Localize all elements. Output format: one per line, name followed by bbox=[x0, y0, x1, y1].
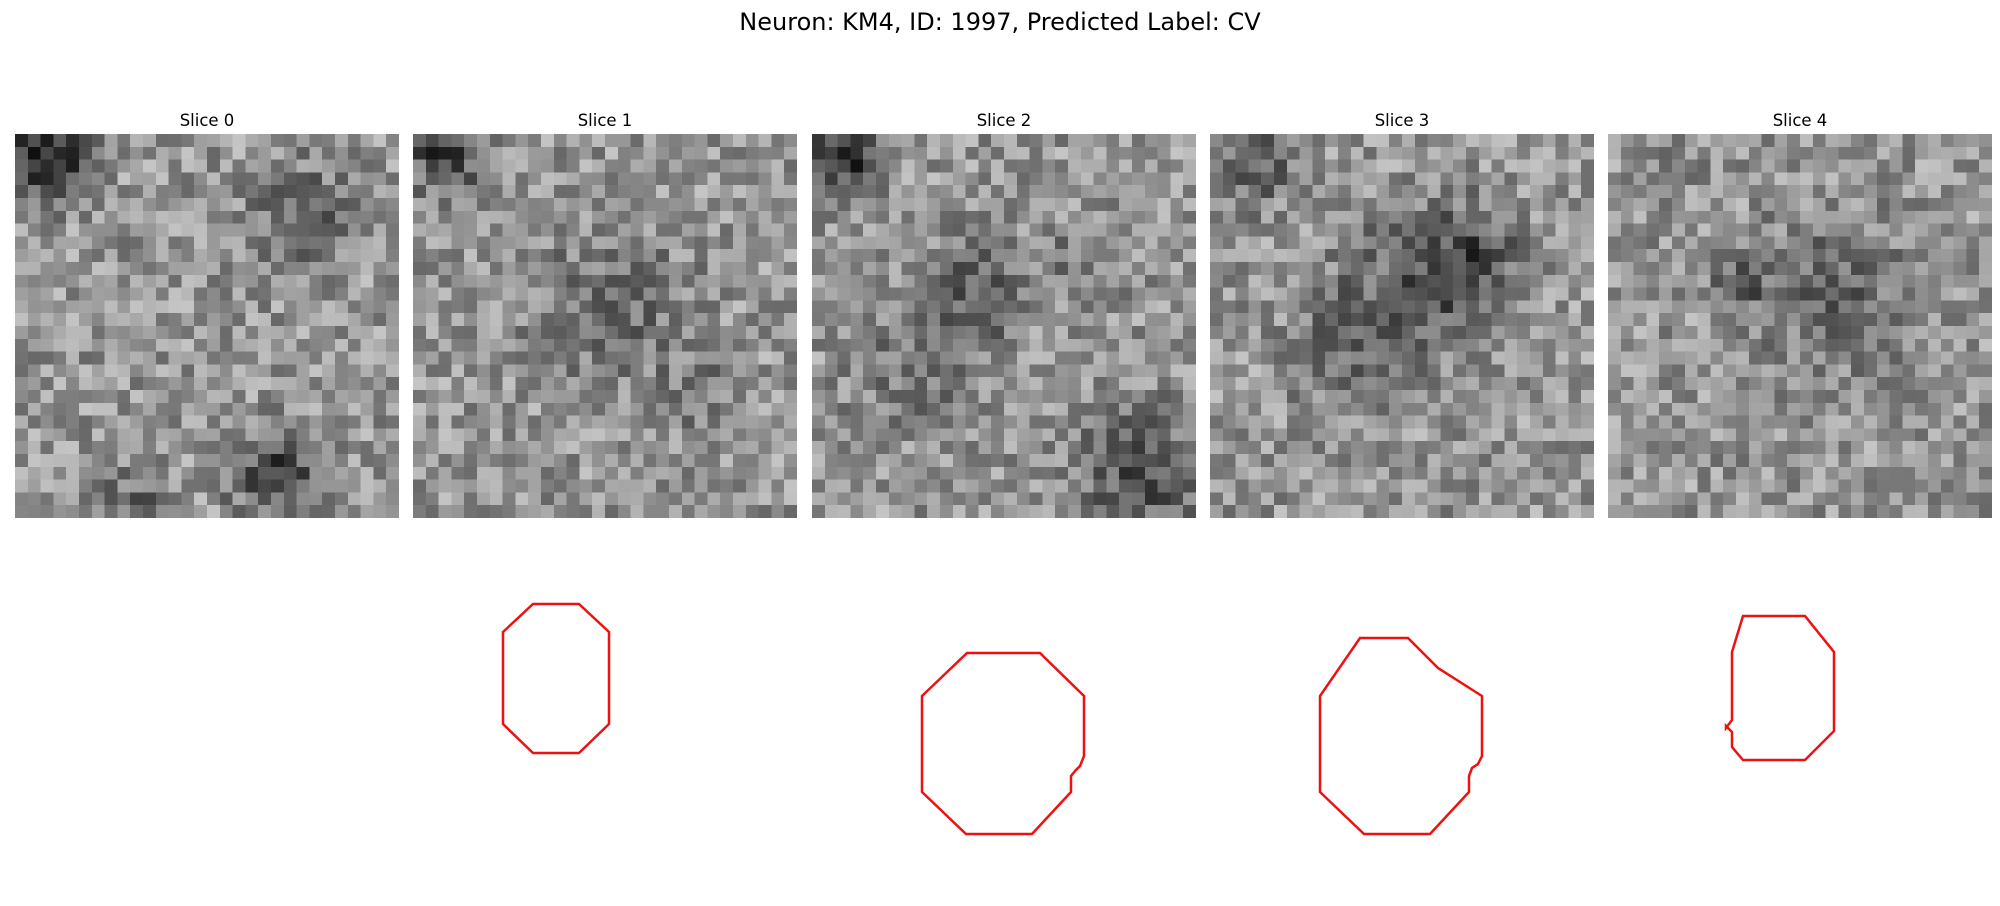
roi-contour bbox=[1724, 614, 1836, 762]
slice-title: Slice 4 bbox=[1772, 111, 1828, 130]
slice-image bbox=[413, 134, 797, 518]
slice-panel-0: Slice 0 bbox=[15, 108, 399, 518]
roi-contour bbox=[920, 651, 1086, 836]
roi-contour bbox=[1318, 636, 1484, 836]
slice-panel-4: Slice 4 bbox=[1608, 108, 1992, 906]
slice-panel-2: Slice 2 bbox=[812, 108, 1196, 906]
slice-title: Slice 1 bbox=[577, 111, 633, 130]
roi-contour bbox=[501, 602, 611, 755]
slice-title: Slice 3 bbox=[1374, 111, 1430, 130]
slice-panel-1: Slice 1 bbox=[413, 108, 797, 906]
slice-panel-3: Slice 3 bbox=[1210, 108, 1594, 906]
figure-title: Neuron: KM4, ID: 1997, Predicted Label: … bbox=[739, 8, 1261, 36]
slice-title: Slice 2 bbox=[976, 111, 1032, 130]
slice-title: Slice 0 bbox=[179, 111, 235, 130]
slice-image bbox=[1608, 134, 1992, 518]
slice-image bbox=[15, 134, 399, 518]
slice-image bbox=[1210, 134, 1594, 518]
slice-image bbox=[812, 134, 1196, 518]
